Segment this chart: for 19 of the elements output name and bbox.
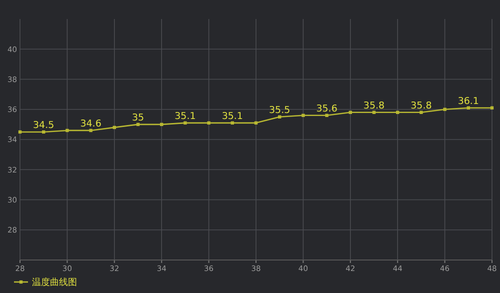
data-label: 34.5 xyxy=(33,120,54,131)
data-label: 35 xyxy=(132,112,144,124)
data-label: 35.5 xyxy=(269,104,290,116)
point xyxy=(443,108,446,111)
data-label: 35.1 xyxy=(174,110,196,122)
data-label: 35.1 xyxy=(222,110,243,122)
data-label: 35.6 xyxy=(316,103,338,114)
data-label: 35.8 xyxy=(410,100,432,112)
data-label: 34.6 xyxy=(80,118,102,130)
point xyxy=(207,121,210,125)
point xyxy=(184,121,187,125)
point xyxy=(302,114,305,117)
data-label: 36.1 xyxy=(458,96,479,107)
point xyxy=(66,128,69,132)
legend-label: 温度曲线图 xyxy=(32,277,77,288)
point xyxy=(89,128,92,132)
data-label: 35.8 xyxy=(363,100,385,112)
point xyxy=(325,114,328,117)
point xyxy=(420,110,423,114)
